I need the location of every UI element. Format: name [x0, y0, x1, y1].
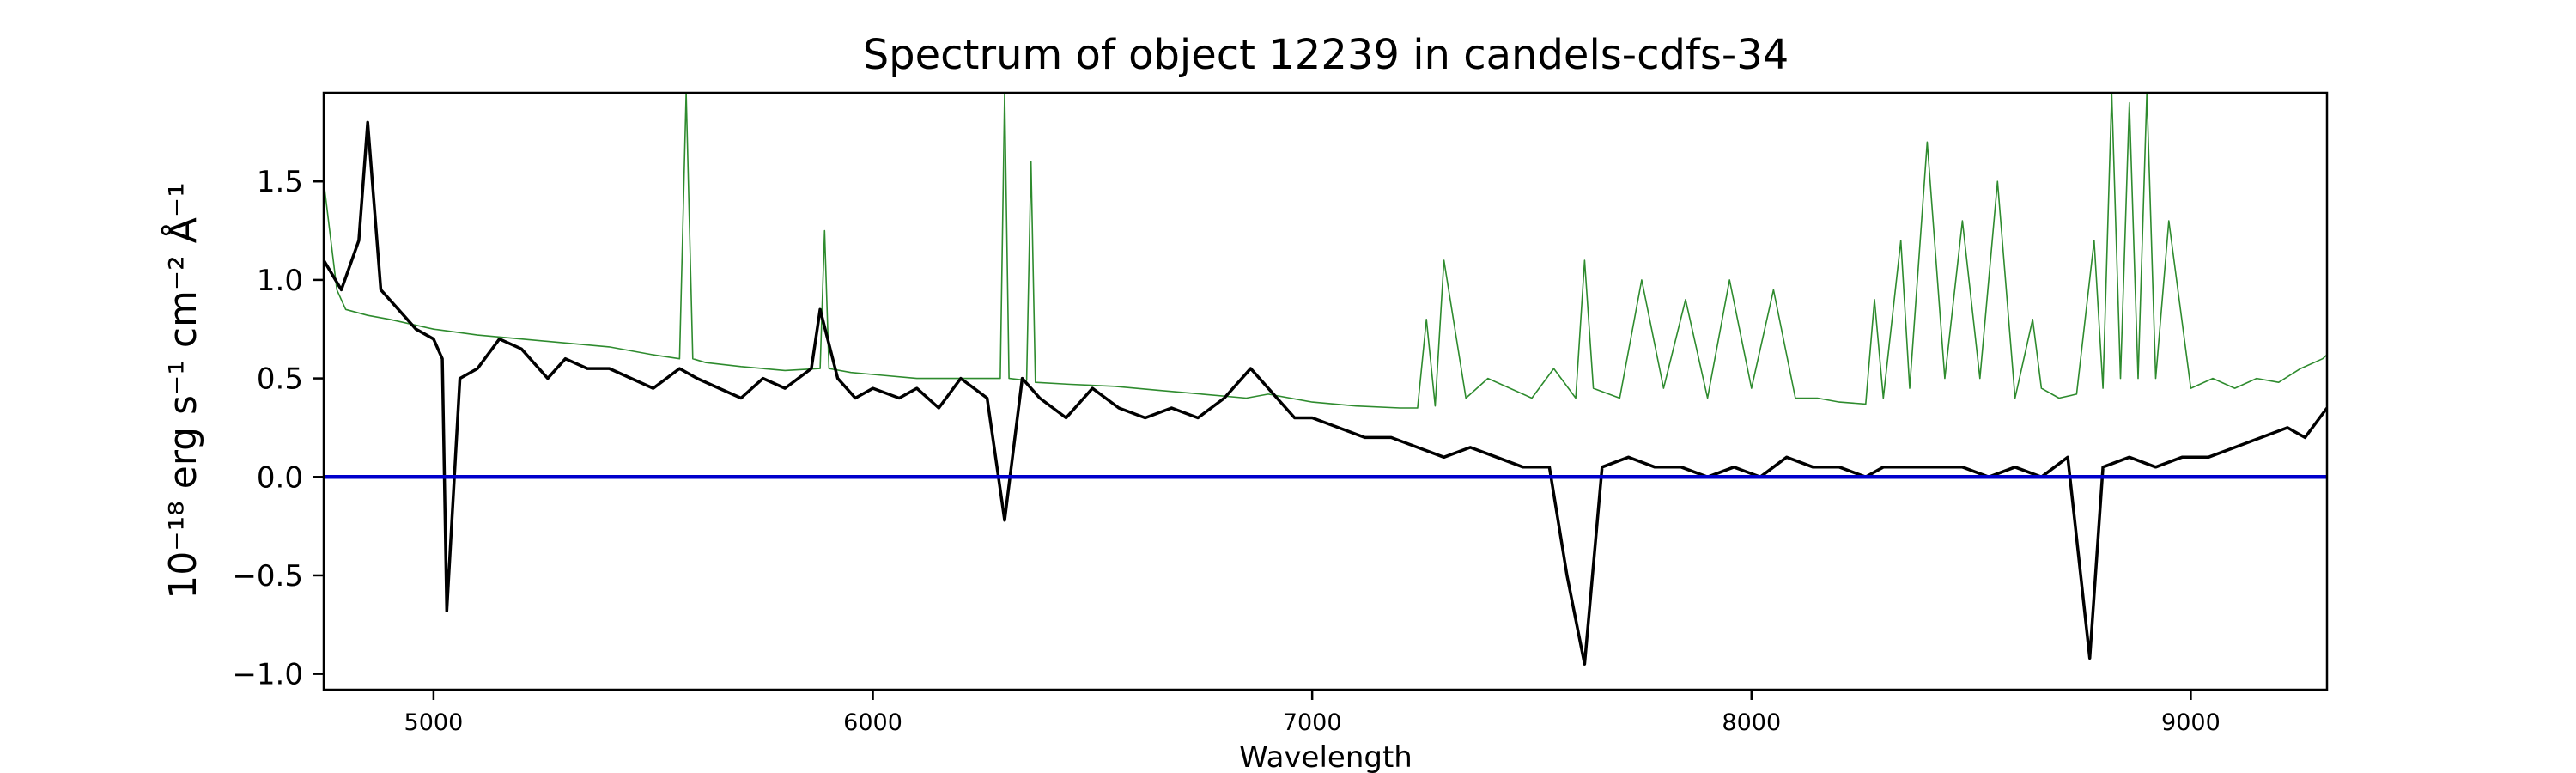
y-tick-label: −1.0 [232, 658, 303, 692]
x-axis: 5000 6000 7000 8000 9000 [404, 690, 2221, 736]
series-line-model [324, 93, 2327, 409]
x-tick-label: 6000 [843, 709, 902, 736]
y-axis: −1.0 −0.5 0.0 0.5 1.0 1.5 [232, 165, 324, 692]
x-axis-label: Wavelength [1239, 740, 1413, 773]
y-tick-label: 0.5 [257, 362, 303, 397]
plot-frame [322, 91, 2329, 691]
series-line-flux [324, 120, 2327, 666]
y-tick-label: 0.0 [257, 460, 303, 495]
y-tick-label: −0.5 [232, 559, 303, 593]
x-tick-label: 5000 [404, 709, 464, 736]
x-tick-label: 7000 [1283, 709, 1342, 736]
chart-title: Spectrum of object 12239 in candels-cdfs… [863, 31, 1789, 79]
y-axis-label: 10⁻¹⁸ erg s⁻¹ cm⁻² Å⁻¹ [160, 182, 205, 599]
y-tick-label: 1.5 [257, 165, 303, 199]
y-tick-label: 1.0 [257, 264, 303, 298]
x-tick-label: 9000 [2161, 709, 2221, 736]
series-layer [324, 93, 2327, 666]
x-tick-label: 8000 [1722, 709, 1781, 736]
